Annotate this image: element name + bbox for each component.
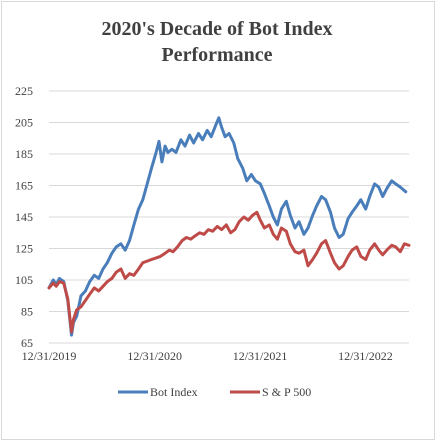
y-tick-label: 225 [15,84,33,98]
chart-title-line2: Performance [161,44,273,66]
y-tick-label: 85 [21,305,33,319]
chart-title: 2020's Decade of Bot Index Performance [0,16,434,68]
x-tick-label: 12/31/2019 [22,349,77,363]
legend-label: S & P 500 [262,385,311,399]
chart-title-line1: 2020's Decade of Bot Index [101,18,333,40]
y-tick-label: 165 [15,179,33,193]
legend-label: Bot Index [150,385,198,399]
y-tick-label: 65 [21,336,33,350]
y-tick-label: 145 [15,210,33,224]
y-tick-label: 105 [15,273,33,287]
x-axis-ticks: 12/31/2019 12/31/2020 12/31/2021 12/31/2022 [22,349,393,363]
x-tick-label: 12/31/2021 [233,349,288,363]
series-line-sp500 [47,210,411,334]
legend: Bot Index S & P 500 [118,385,311,399]
y-tick-label: 205 [15,116,33,130]
series-lines [47,116,411,337]
y-axis-ticks: 225 205 185 165 145 125 105 85 65 [15,84,33,350]
series-line-bot-index [47,116,408,337]
y-tick-label: 185 [15,147,33,161]
x-tick-label: 12/31/2020 [127,349,182,363]
y-tick-label: 125 [15,242,33,256]
x-tick-label: 12/31/2022 [338,349,393,363]
gridlines [49,90,409,344]
